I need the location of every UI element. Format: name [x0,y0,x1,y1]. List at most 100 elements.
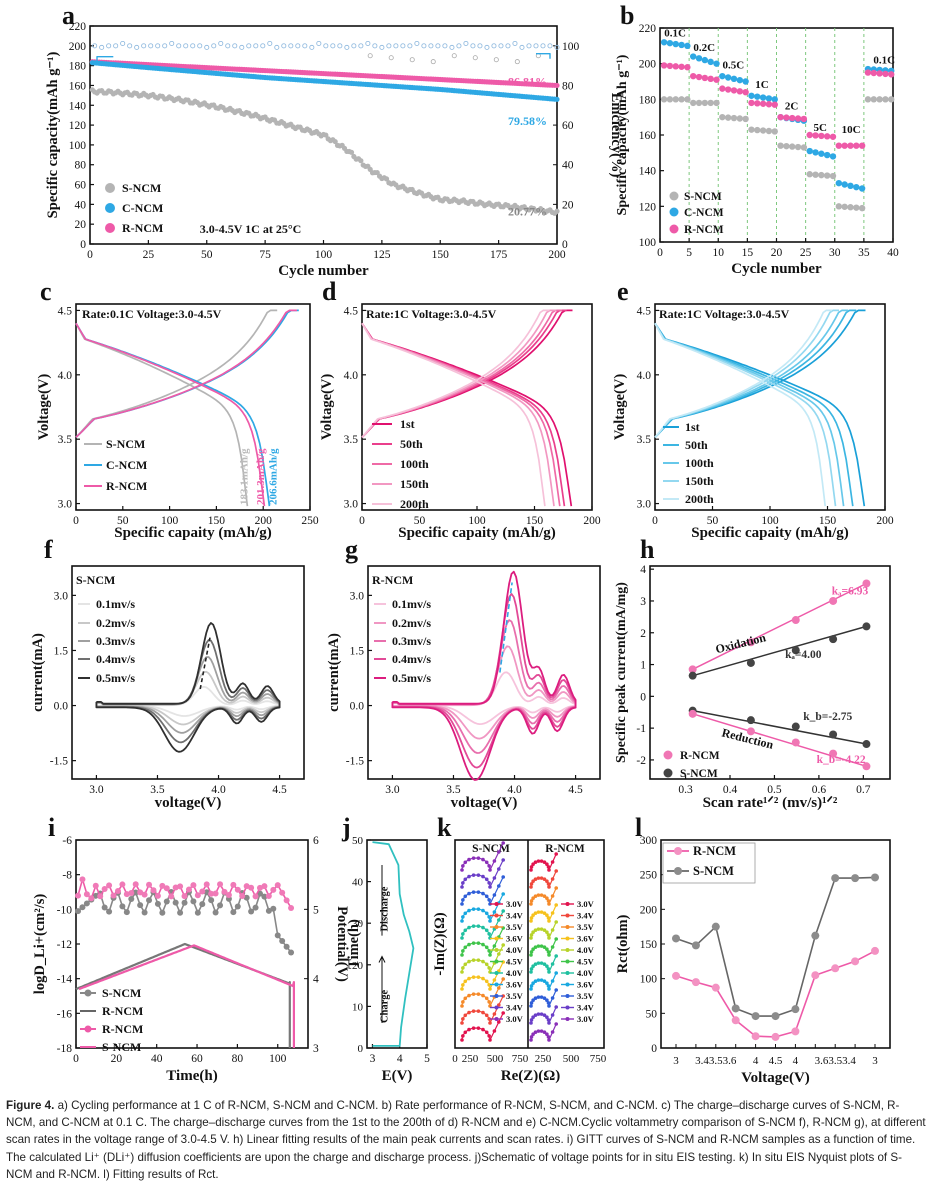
rate-point-C-NCM [660,39,668,46]
diffusion-point-R-NCM [203,881,210,888]
rate-point-R-NCM [678,63,685,70]
legend-label: C-NCM [684,207,724,219]
nyquist-point-s [461,864,465,868]
panel-f-frame [71,565,305,780]
diffusion-point-S-NCM [141,909,148,916]
rate-point-R-NCM [754,100,761,107]
nyquist-point-r [542,928,547,933]
nyquist-point-s [501,943,506,947]
fit-line-R-NCM reduction [692,713,867,768]
rate-point-R-NCM [713,76,720,83]
efficiency-marker [407,43,413,49]
efficiency-marker [330,43,336,49]
efficiency-marker [281,43,287,49]
legend-label: 50th [400,437,423,451]
rate-point-S-NCM [713,99,720,107]
x-tick-label: 0.3 [678,784,693,796]
nyquist-point-s [481,976,485,981]
efficiency-marker [176,43,182,49]
efficiency-marker [358,43,364,49]
rate-point-R-NCM [771,101,778,108]
nyquist-point-r [536,859,541,863]
nyquist-point-r [529,1038,533,1042]
nyquist-point-r [545,998,549,1003]
panel-j-frame [366,839,428,1049]
x-tick-label: 0 [87,249,93,261]
rate-point-R-NCM [888,71,895,78]
x-tick-label: 3.43.53.6 [695,1055,737,1067]
nyquist-point-s [481,891,485,896]
diffusion-point-S-NCM [270,905,277,912]
rate-point-S-NCM [684,96,691,103]
diffusion-point-R-NCM [177,883,184,890]
rate-point-C-NCM [847,182,854,190]
nyquist-point-s [467,959,471,964]
slope-ka-s: kₐ=4.00 [785,649,822,661]
diffusion-point-R-NCM [217,881,224,888]
x-tick-label: 750 [590,1053,607,1065]
rate-point-R-NCM [724,86,732,93]
legend-label: 3.6V [506,934,524,944]
legend-label: R-NCM [693,844,736,858]
legend-label: 1st [685,420,700,434]
x-axis-title: voltage(V) [155,795,222,811]
y-axis-title: Specific capacity(mAh g⁻¹) [615,54,630,215]
peak-point-R-NCM oxidation [829,596,838,605]
rate-point-S-NCM [888,96,895,103]
legend-marker [669,191,679,201]
nyquist-point-s [487,898,491,902]
diffusion-point-S-NCM [283,943,290,950]
y-tick-label: -14 [57,974,73,986]
discharge-label: Discharge [379,886,390,931]
nyquist-point-r [529,970,533,974]
nyquist-point-r [531,1032,535,1037]
sample-label: S-NCM [76,573,115,587]
peak-point-S-NCM oxidation [829,635,838,644]
rate-point-S-NCM [695,99,703,107]
efficiency-marker [120,40,126,46]
nyquist-point-r [554,920,558,924]
nyquist-point-s [461,932,465,936]
rate-point-C-NCM [806,147,813,155]
y-tick-label: 3.0 [350,590,365,602]
rct-line-R-NCM [675,950,876,1038]
efficiency-marker [197,43,203,49]
nyquist-point-r [539,1029,544,1033]
rate-point-S-NCM [800,144,808,151]
nyquist-point-s [476,941,481,945]
rate-point-S-NCM [783,142,790,150]
x-tick-label: 3 [370,1053,376,1065]
diffusion-point-S-NCM [137,902,144,909]
rate-point-S-NCM [719,113,726,121]
rate-point-S-NCM [806,171,813,178]
efficiency-marker [190,43,196,49]
rate-point-C-NCM [666,39,674,47]
nyquist-point-s [460,885,464,889]
capacity-point-S-NCM [383,176,390,182]
x-tick-label: 40 [151,1053,163,1065]
rate-point-S-NCM [678,96,685,103]
diffusion-point-R-NCM [279,889,286,896]
voltage-time-curve [372,841,415,1047]
nyquist-point-r [536,944,541,948]
peak-point-S-NCM oxidation [862,622,871,631]
rate-point-R-NCM [783,114,790,121]
nyquist-point-r [547,987,551,991]
diffusion-point-R-NCM [75,892,82,899]
y2-tick-label: 4 [313,974,319,986]
nyquist-point-r [533,860,538,865]
nyquist-point-r [539,961,544,965]
nyquist-point-r [546,899,551,903]
nyquist-point-r [536,961,541,965]
efficiency-marker [367,53,373,59]
nyquist-point-s [481,1027,485,1032]
diffusion-point-R-NCM [141,891,148,898]
nyquist-point-s [497,867,501,871]
efficiency-marker [169,40,175,46]
rate-point-C-NCM [823,151,831,159]
x-tick-label: 500 [563,1053,580,1065]
y-tick-label: -1.5 [346,756,364,768]
x-tick-label: 30 [829,247,841,259]
diffusion-point-R-NCM [106,882,113,889]
x-tick-label: 150 [432,249,450,261]
